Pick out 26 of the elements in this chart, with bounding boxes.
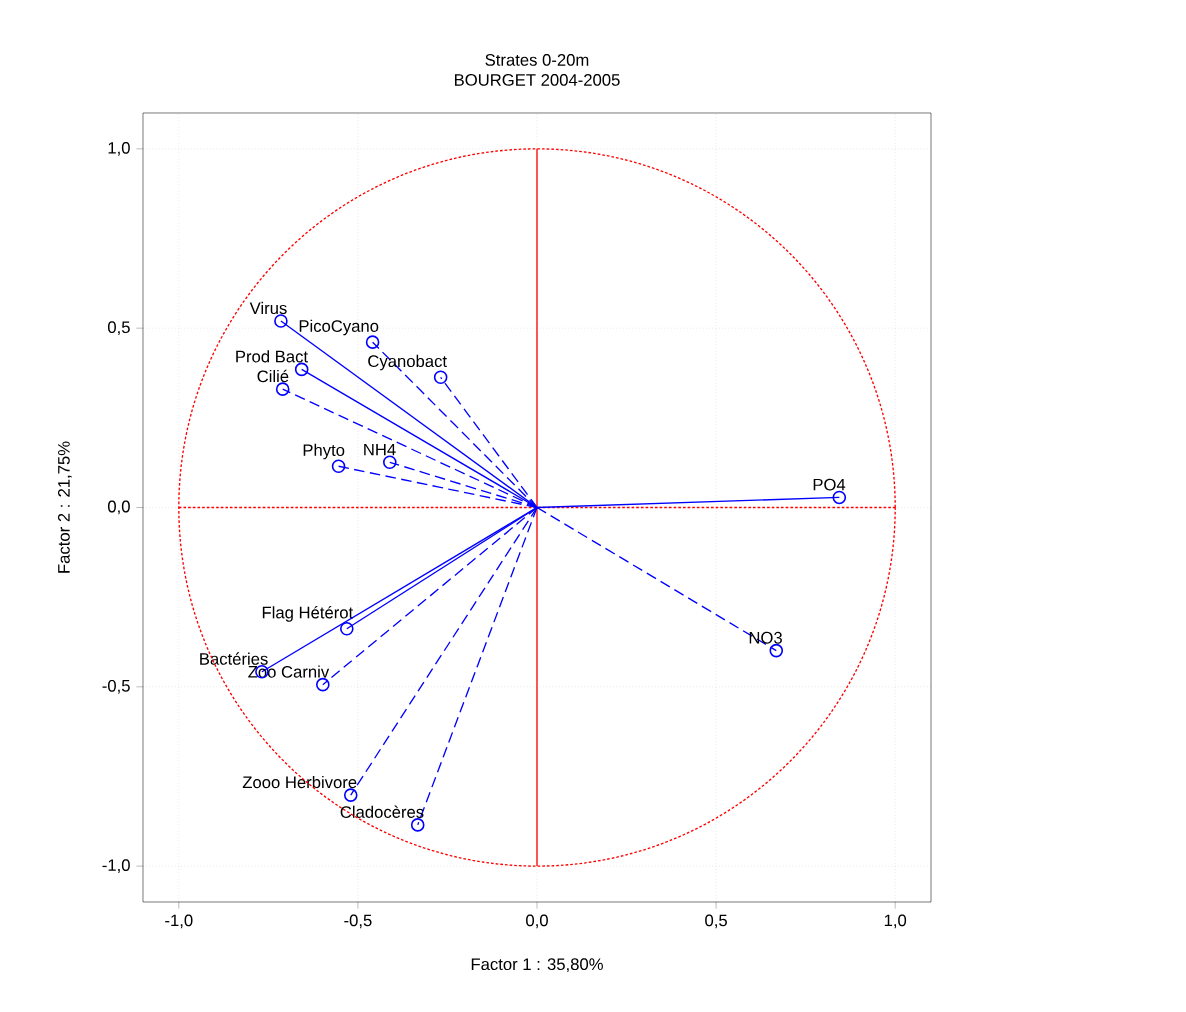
x-tick-label: 1,0	[884, 914, 907, 929]
y-tick-label: 0,0	[107, 500, 130, 515]
series-label: Virus	[249, 301, 287, 315]
series-label: Prod Bact	[236, 350, 308, 363]
y-tick-label: -1,0	[102, 859, 130, 874]
y-axis-title: Factor 2 : 21,75%	[57, 441, 72, 573]
series-label: PO4	[813, 478, 846, 491]
series-label: Cilié	[257, 369, 289, 383]
series-label: NH4	[364, 443, 396, 456]
series-label: Cyanobact	[368, 354, 447, 371]
x-tick-label: -0,5	[344, 914, 372, 929]
x-tick-label: 0,5	[705, 914, 727, 929]
x-tick-label: -1,0	[165, 914, 193, 929]
x-axis-title: Factor 1 : 35,80%	[471, 958, 603, 973]
series-label: NO3	[749, 631, 782, 644]
y-tick-label: -0,5	[102, 679, 130, 694]
series-label: Bactéries	[200, 652, 268, 665]
x-tick-label: 0,0	[526, 914, 548, 929]
y-tick-label: 0,5	[107, 321, 130, 336]
series-label: Phyto	[303, 443, 345, 460]
chart-subtitle: BOURGET 2004-2005	[454, 74, 620, 86]
y-tick-label: 1,0	[108, 141, 130, 156]
chart-title: Strates 0-20m	[485, 54, 589, 66]
series-label: PicoCyano	[299, 319, 379, 336]
series-label: Flag Hétérot	[262, 606, 354, 622]
series-label: Zooo Herbivore	[242, 775, 357, 789]
